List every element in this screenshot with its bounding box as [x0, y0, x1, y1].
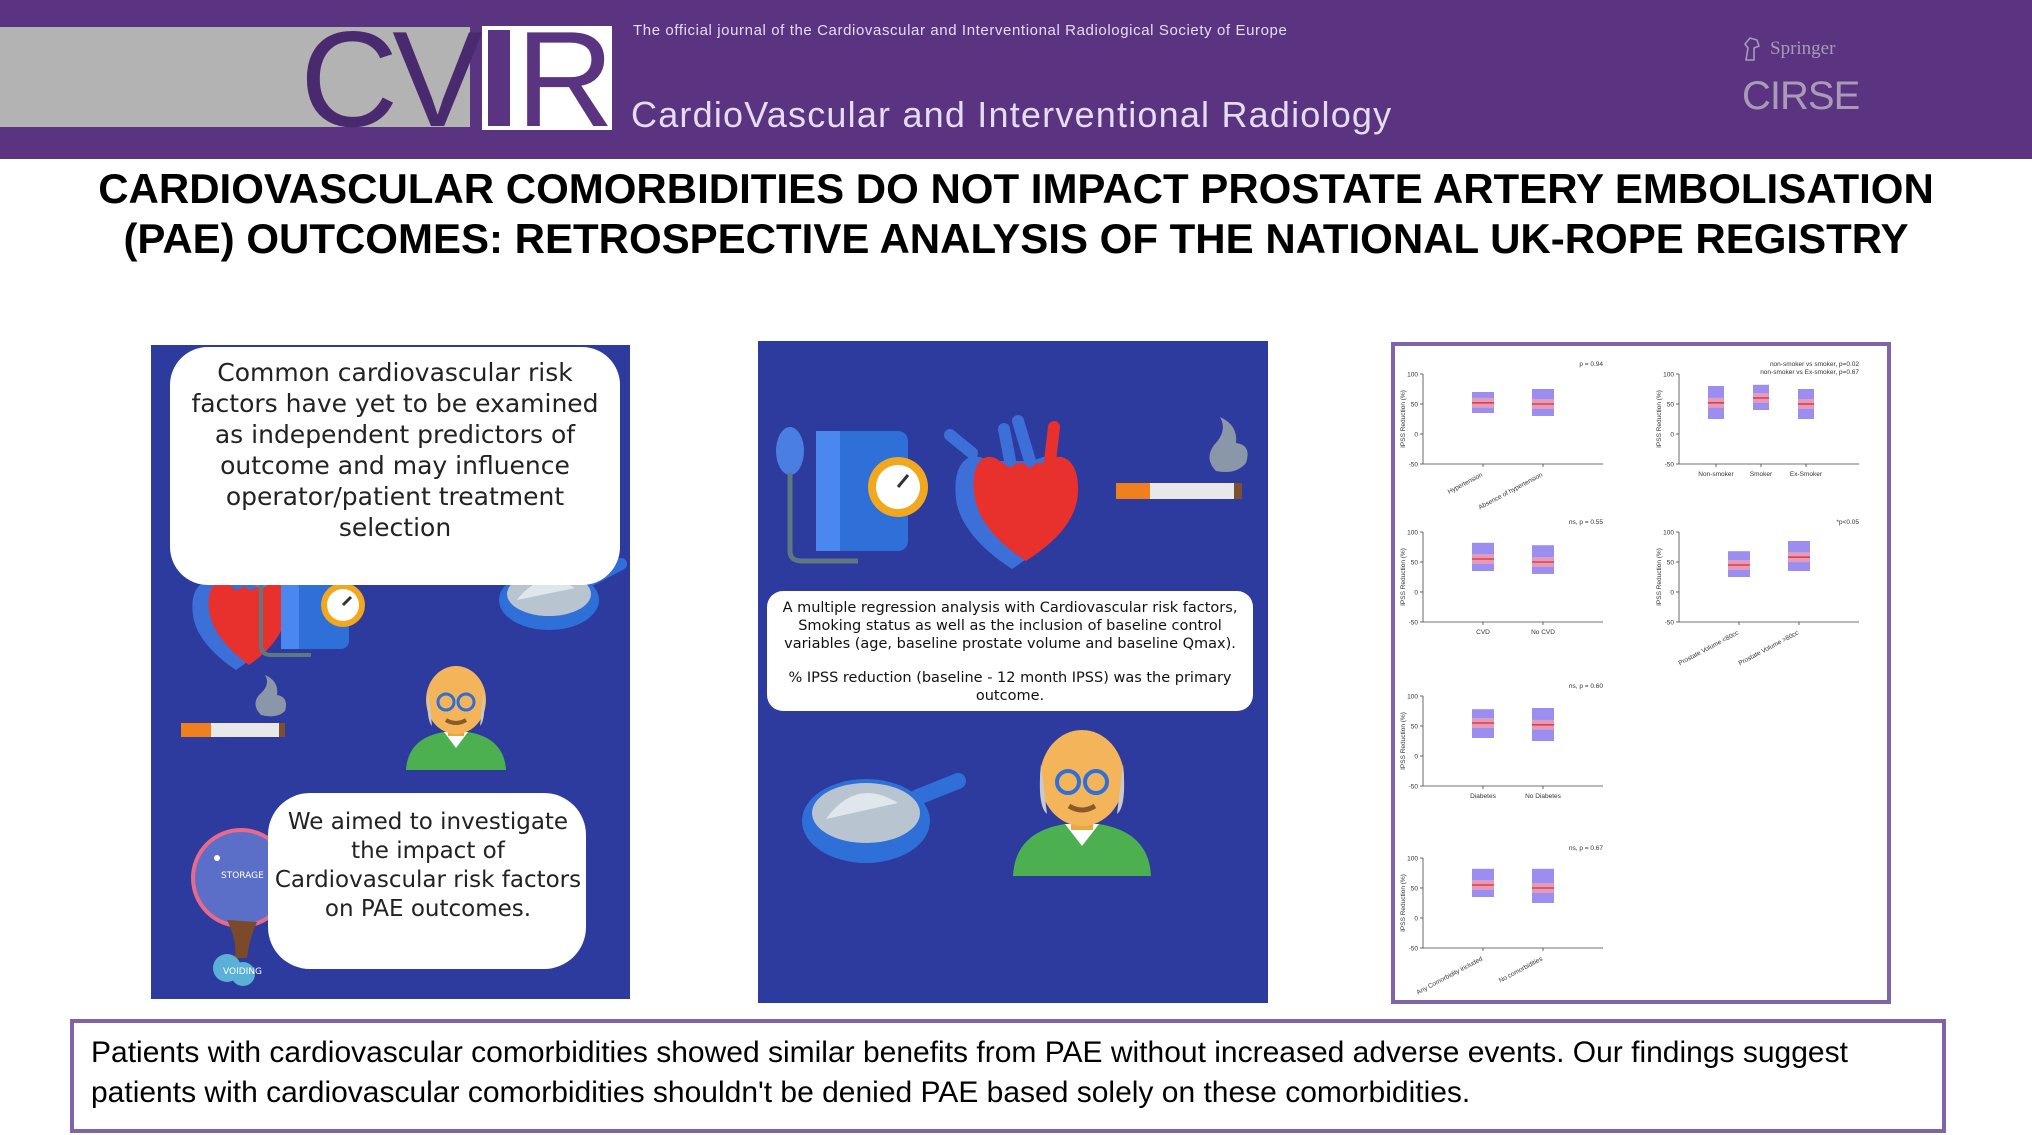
cvir-logo-letters-cv: CV [300, 22, 483, 132]
elderly-man-icon [406, 666, 506, 770]
chart-y-tick-label: 100 [1407, 694, 1418, 701]
elderly-man-icon [1013, 730, 1151, 876]
chart-y-label: IPSS Reduction (%) [1656, 548, 1663, 606]
heart-icon [944, 415, 1079, 569]
chart-y-tick-label: -50 [1409, 946, 1419, 953]
chart-x-tick-label: Non-smoker [1698, 471, 1734, 478]
cirse-logo: CIRSE [1742, 74, 1860, 118]
journal-name: CardioVascular and Interventional Radiol… [631, 94, 1393, 135]
chart-y-tick-label: 0 [1414, 916, 1418, 923]
springer-label: Springer [1770, 38, 1836, 59]
chart-y-tick-label: 50 [1411, 724, 1419, 731]
aim-text: We aimed to investigate the impact of Ca… [274, 809, 582, 922]
conclusion-box [70, 1019, 1946, 1133]
chart-y-tick-label: 50 [1667, 402, 1675, 409]
cvir-logo: CV I R [300, 22, 614, 132]
blood-pressure-icon [776, 427, 928, 564]
salt-icon [802, 773, 966, 863]
chart-x-tick-label: Absence of hypertension [1477, 471, 1544, 511]
chart-x-tick-label: No Diabetes [1525, 793, 1562, 800]
conclusion-text: Patients with cardiovascular comorbiditi… [91, 1036, 1848, 1109]
chart-y-label: IPSS Reduction (%) [1400, 712, 1407, 770]
chart-annotation: p = 0.94 [1579, 361, 1603, 368]
chart-x-tick-label: Smoker [1750, 471, 1773, 478]
chart-y-tick-label: 0 [1414, 590, 1418, 597]
cigarette-icon [1116, 417, 1248, 499]
chart-y-tick-label: 0 [1414, 754, 1418, 761]
chart-y-tick-label: 50 [1411, 402, 1419, 409]
chart-y-tick-label: 0 [1670, 590, 1674, 597]
chart-y-tick-label: 0 [1414, 432, 1418, 439]
chart-y-label: IPSS Reduction (%) [1400, 874, 1407, 932]
chart-y-tick-label: 100 [1407, 856, 1418, 863]
methods-regression-text: A multiple regression analysis with Card… [782, 600, 1238, 652]
chart-y-tick-label: 100 [1407, 372, 1418, 379]
bladder-voiding-label: VOIDING [223, 967, 263, 977]
chart-annotation: non-smoker vs Ex-smoker, p=0.67 [1760, 369, 1859, 376]
journal-tagline: The official journal of the Cardiovascul… [633, 22, 1288, 39]
chart-y-tick-label: 100 [1663, 530, 1674, 537]
chart-x-tick-label: Prostate Volume <80cc [1677, 629, 1740, 667]
chart-x-tick-label: CVD [1476, 629, 1490, 636]
chart-y-tick-label: -50 [1409, 620, 1419, 627]
chart-annotation: *p<0.05 [1836, 519, 1859, 526]
methods-outcome-text: % IPSS reduction (baseline - 12 month IP… [788, 670, 1232, 704]
chart-x-tick-label: Prostate Volume >80cc [1737, 629, 1800, 667]
chart-y-tick-label: 50 [1411, 560, 1419, 567]
chart-y-label: IPSS Reduction (%) [1400, 548, 1407, 606]
chart-annotation: ns, p = 0.67 [1569, 845, 1604, 852]
chart-annotation: ns, p = 0.55 [1569, 519, 1604, 526]
chart-y-label: IPSS Reduction (%) [1400, 390, 1407, 448]
intro-rationale-text: Common cardiovascular risk factors have … [191, 358, 599, 542]
chart-y-tick-label: 50 [1667, 560, 1675, 567]
chart-y-tick-label: 100 [1407, 530, 1418, 537]
chart-annotation: ns, p = 0.60 [1569, 683, 1604, 690]
springer-horse-icon [1743, 37, 1760, 61]
chart-y-tick-label: 50 [1411, 886, 1419, 893]
methods-panel-illustration [776, 415, 1248, 876]
cigarette-icon [181, 675, 286, 737]
results-box-plots: 100 50 0 -50 IPSS Reduction (%) p = 0.94 Hyper… [1400, 361, 1859, 996]
bladder-storage-label: STORAGE [221, 871, 264, 881]
chart-y-tick-label: 100 [1663, 372, 1674, 379]
chart-y-tick-label: -50 [1409, 784, 1419, 791]
chart-y-tick-label: -50 [1665, 462, 1675, 469]
chart-x-tick-label: No comorbidities [1498, 955, 1545, 984]
chart-x-tick-label: No CVD [1531, 629, 1555, 636]
chart-x-tick-label: Hypertension [1447, 471, 1484, 495]
methods-text: A multiple regression analysis with Card… [772, 599, 1248, 721]
cvir-logo-letter-r: R [516, 22, 614, 132]
chart-y-tick-label: -50 [1409, 462, 1419, 469]
poster-title: CARDIOVASCULAR COMORBIDITIES DO NOT IMPA… [98, 165, 1934, 262]
chart-annotation: non-smoker vs smoker, p=0.02 [1770, 361, 1859, 368]
chart-y-label: IPSS Reduction (%) [1656, 390, 1663, 448]
intro-speech-bubble [170, 347, 620, 585]
chart-y-tick-label: -50 [1665, 620, 1675, 627]
methods-text-box [767, 591, 1253, 711]
chart-y-tick-label: 0 [1670, 432, 1674, 439]
chart-x-tick-label: Any Comorbidity included [1416, 955, 1485, 996]
header-grey-band [0, 27, 470, 127]
chart-x-tick-label: Diabetes [1470, 793, 1496, 800]
chart-x-tick-label: Ex-Smoker [1790, 471, 1823, 478]
aim-speech-bubble [268, 793, 586, 969]
